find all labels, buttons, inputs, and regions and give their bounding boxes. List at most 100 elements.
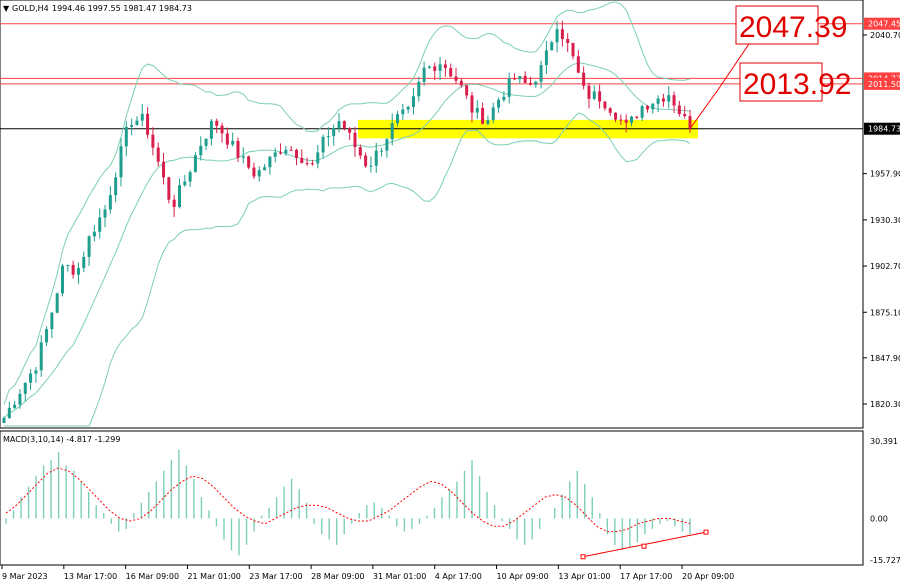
- macd-indicator-label: MACD(3,10,14) -4.817 -1.299: [3, 435, 120, 444]
- candle-body: [465, 85, 469, 96]
- candles-layer: [2, 20, 692, 424]
- candle-body: [544, 50, 548, 66]
- candle-body: [177, 185, 181, 207]
- candle-body: [310, 163, 314, 165]
- candle-body: [534, 81, 538, 85]
- candle-body: [162, 161, 166, 178]
- y-tick-label: 1957.90: [870, 170, 900, 179]
- axis-labels-layer: 2040.70 1957.90 1930.30 1902.70 1875.10 1847.…: [1, 17, 900, 581]
- candle-body: [459, 80, 463, 86]
- price-label-box: [864, 17, 900, 30]
- candle-body: [651, 103, 655, 110]
- candle-body: [151, 134, 155, 148]
- x-tick-label: 21 Mar 01:00: [187, 572, 240, 581]
- candle-body: [39, 342, 43, 371]
- candle-body: [204, 138, 208, 146]
- candle-body: [263, 167, 267, 171]
- candle-body: [560, 29, 564, 39]
- candle-body: [13, 404, 17, 408]
- candle-body: [305, 163, 309, 165]
- candle-body: [124, 126, 128, 147]
- y-tick-label: 1902.70: [870, 262, 900, 271]
- candle-body: [576, 56, 580, 73]
- macd-tick-label: 30.391: [870, 437, 898, 446]
- candle-body: [470, 95, 474, 113]
- candle-body: [411, 96, 415, 107]
- candle-body: [279, 152, 283, 154]
- candle-body: [582, 72, 586, 86]
- candle-body: [92, 231, 96, 237]
- candle-body: [497, 99, 501, 108]
- candle-body: [29, 373, 33, 383]
- price-levels-layer: [0, 23, 863, 130]
- y-tick-label: 2040.70: [870, 31, 900, 40]
- candle-body: [2, 418, 6, 424]
- x-tick-label: 16 Mar 09:00: [126, 572, 179, 581]
- candle-body: [172, 199, 176, 207]
- candle-body: [443, 64, 447, 69]
- x-tick-label: 10 Apr 09:00: [497, 572, 549, 581]
- candle-body: [225, 133, 229, 145]
- candle-body: [50, 312, 54, 330]
- candle-body: [337, 121, 341, 129]
- candle-body: [231, 140, 235, 145]
- candle-body: [539, 65, 543, 82]
- candle-body: [167, 177, 171, 200]
- candle-body: [87, 236, 91, 257]
- candle-body: [603, 101, 607, 109]
- candle-body: [348, 128, 352, 133]
- symbol-triangle-icon[interactable]: ▼: [3, 4, 10, 13]
- price-label-box: [864, 122, 900, 135]
- candle-body: [108, 195, 112, 210]
- bollinger-upper-band: [3, 1, 691, 405]
- candle-body: [635, 116, 639, 118]
- candle-body: [587, 85, 591, 99]
- price-label: 2047.45: [868, 20, 900, 29]
- candle-body: [502, 96, 506, 100]
- bollinger-lower-band: [4, 112, 691, 427]
- projection-line: [689, 32, 757, 129]
- candle-body: [374, 150, 378, 166]
- candle-body: [273, 152, 277, 157]
- candle-body: [454, 76, 458, 81]
- x-tick-label: 4 Apr 17:00: [435, 572, 482, 581]
- candle-body: [475, 107, 479, 113]
- candle-body: [156, 147, 160, 162]
- target-mid-label: 2013.92: [743, 68, 851, 101]
- candle-body: [209, 120, 213, 139]
- candle-body: [491, 107, 495, 121]
- x-tick-label: 9 Mar 2023: [2, 572, 48, 581]
- candle-body: [284, 149, 288, 154]
- candle-body: [608, 108, 612, 113]
- price-label-box: [864, 77, 900, 90]
- price-panel-frame: [0, 0, 864, 429]
- candle-body: [656, 98, 660, 104]
- candle-body: [247, 156, 251, 168]
- candle-body: [667, 95, 671, 102]
- candle-body: [513, 78, 517, 80]
- candle-body: [119, 146, 123, 178]
- candle-body: [268, 156, 272, 168]
- candle-body: [257, 170, 261, 177]
- candle-body: [146, 113, 150, 135]
- candle-body: [23, 382, 27, 394]
- candle-body: [677, 105, 681, 115]
- candle-body: [672, 95, 676, 106]
- macd-tick-label: -15.727: [870, 556, 900, 565]
- candle-body: [82, 256, 86, 268]
- target-high-label: 2047.39: [739, 11, 847, 44]
- x-tick-label: 13 Apr 01:00: [558, 572, 610, 581]
- candle-body: [614, 112, 618, 120]
- candle-body: [486, 120, 490, 124]
- bollinger-bands-layer: [3, 1, 691, 427]
- candle-body: [390, 123, 394, 140]
- candle-body: [624, 119, 628, 123]
- candle-body: [661, 98, 665, 102]
- candle-body: [528, 82, 532, 85]
- candle-body: [71, 264, 75, 275]
- y-tick-label: 1930.30: [870, 216, 900, 225]
- candle-body: [321, 136, 325, 153]
- bollinger-middle-band: [3, 62, 691, 419]
- candle-body: [406, 106, 410, 110]
